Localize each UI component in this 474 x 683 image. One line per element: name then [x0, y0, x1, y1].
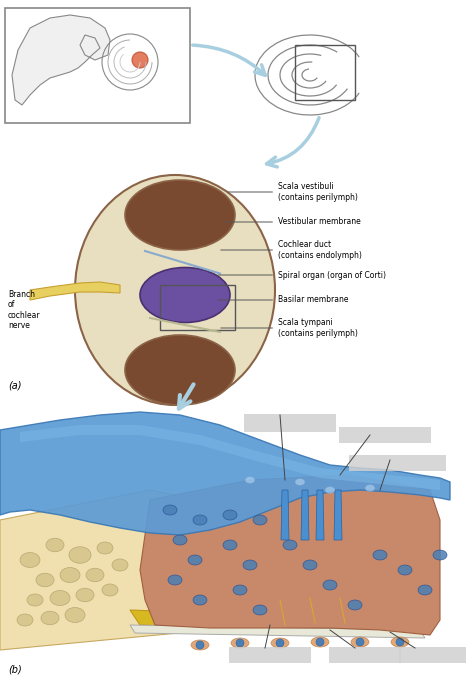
- Ellipse shape: [295, 479, 305, 486]
- FancyArrowPatch shape: [266, 117, 319, 167]
- FancyBboxPatch shape: [244, 414, 336, 432]
- FancyArrowPatch shape: [179, 385, 193, 408]
- Ellipse shape: [325, 486, 335, 494]
- Ellipse shape: [193, 515, 207, 525]
- Ellipse shape: [17, 614, 33, 626]
- Ellipse shape: [311, 637, 329, 647]
- Polygon shape: [301, 490, 309, 540]
- Polygon shape: [130, 610, 410, 635]
- Ellipse shape: [351, 637, 369, 647]
- Ellipse shape: [173, 535, 187, 545]
- Ellipse shape: [140, 268, 230, 322]
- Ellipse shape: [75, 175, 275, 405]
- Ellipse shape: [41, 611, 59, 625]
- Ellipse shape: [50, 591, 70, 606]
- Ellipse shape: [112, 559, 128, 571]
- Text: Basilar membrane: Basilar membrane: [218, 296, 348, 305]
- Circle shape: [132, 52, 148, 68]
- Circle shape: [196, 641, 204, 649]
- Ellipse shape: [191, 640, 209, 650]
- Circle shape: [236, 639, 244, 647]
- Ellipse shape: [76, 588, 94, 602]
- Polygon shape: [20, 425, 440, 490]
- Ellipse shape: [233, 585, 247, 595]
- Polygon shape: [334, 490, 342, 540]
- Ellipse shape: [125, 180, 235, 250]
- Ellipse shape: [433, 550, 447, 560]
- Ellipse shape: [27, 594, 43, 606]
- Circle shape: [356, 638, 364, 646]
- Ellipse shape: [303, 560, 317, 570]
- Ellipse shape: [86, 568, 104, 582]
- Ellipse shape: [69, 547, 91, 563]
- Ellipse shape: [253, 515, 267, 525]
- Ellipse shape: [223, 510, 237, 520]
- Polygon shape: [0, 490, 210, 650]
- FancyBboxPatch shape: [399, 647, 466, 663]
- Ellipse shape: [365, 484, 375, 492]
- Ellipse shape: [418, 585, 432, 595]
- FancyBboxPatch shape: [229, 647, 311, 663]
- FancyBboxPatch shape: [329, 647, 401, 663]
- Ellipse shape: [125, 335, 235, 405]
- Ellipse shape: [245, 477, 255, 484]
- Text: (a): (a): [8, 380, 21, 390]
- Ellipse shape: [373, 550, 387, 560]
- Text: Cochlear duct
(contains endolymph): Cochlear duct (contains endolymph): [221, 240, 362, 260]
- Ellipse shape: [20, 553, 40, 568]
- Polygon shape: [30, 282, 120, 300]
- Ellipse shape: [193, 595, 207, 605]
- Text: Spiral organ (organ of Corti): Spiral organ (organ of Corti): [218, 270, 386, 279]
- Polygon shape: [0, 412, 450, 535]
- Ellipse shape: [271, 638, 289, 648]
- FancyBboxPatch shape: [339, 427, 431, 443]
- Polygon shape: [130, 625, 425, 638]
- Ellipse shape: [231, 638, 249, 648]
- Circle shape: [276, 639, 284, 647]
- FancyBboxPatch shape: [5, 8, 190, 123]
- Ellipse shape: [65, 607, 85, 622]
- Circle shape: [396, 638, 404, 646]
- Ellipse shape: [102, 584, 118, 596]
- Text: Branch
of
cochlear
nerve: Branch of cochlear nerve: [8, 290, 41, 330]
- Ellipse shape: [283, 540, 297, 550]
- FancyArrowPatch shape: [193, 45, 265, 75]
- Ellipse shape: [323, 580, 337, 590]
- FancyBboxPatch shape: [349, 455, 446, 471]
- Ellipse shape: [46, 538, 64, 552]
- Polygon shape: [316, 490, 324, 540]
- Ellipse shape: [97, 542, 113, 554]
- Polygon shape: [12, 15, 110, 105]
- Ellipse shape: [253, 605, 267, 615]
- Ellipse shape: [163, 505, 177, 515]
- Ellipse shape: [188, 555, 202, 565]
- Polygon shape: [281, 490, 289, 540]
- Ellipse shape: [168, 575, 182, 585]
- Circle shape: [316, 638, 324, 646]
- Ellipse shape: [243, 560, 257, 570]
- Ellipse shape: [348, 600, 362, 610]
- Text: Scala tympani
(contains perilymph): Scala tympani (contains perilymph): [221, 318, 358, 337]
- Polygon shape: [140, 475, 440, 635]
- Text: Scala vestibuli
(contains perilymph): Scala vestibuli (contains perilymph): [228, 182, 358, 201]
- Text: (b): (b): [8, 664, 22, 674]
- Text: Vestibular membrane: Vestibular membrane: [225, 217, 361, 227]
- Ellipse shape: [398, 565, 412, 575]
- Ellipse shape: [391, 637, 409, 647]
- Ellipse shape: [36, 573, 54, 587]
- Ellipse shape: [60, 568, 80, 583]
- Ellipse shape: [223, 540, 237, 550]
